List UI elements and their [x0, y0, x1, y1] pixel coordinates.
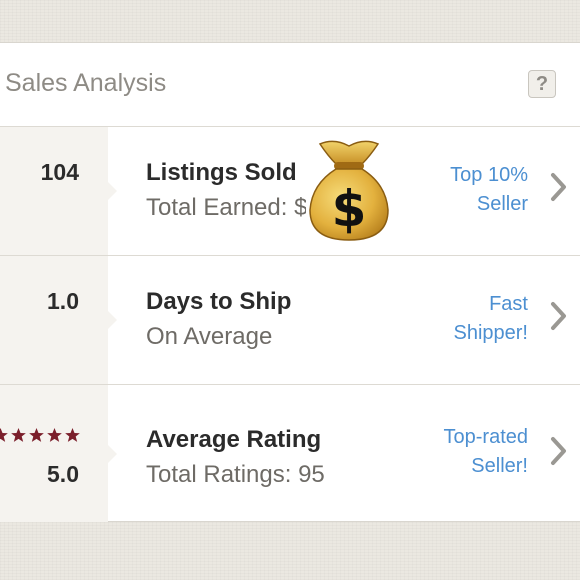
- stat-badge: Top 10% Seller: [450, 161, 528, 219]
- stat-row-listings-sold[interactable]: 104 Listings Sold Total Earned: $ Top 10…: [0, 127, 580, 256]
- stat-value-panel: [0, 385, 108, 522]
- star-icon: [47, 428, 62, 442]
- stat-value-panel: [0, 256, 108, 384]
- badge-line: Top 10%: [450, 164, 528, 186]
- panel-notch: [108, 311, 117, 329]
- badge-line: Shipper!: [453, 322, 529, 344]
- badge-line: Top-rated: [443, 426, 529, 448]
- stat-value-panel: [0, 127, 108, 255]
- panel-notch: [108, 444, 117, 463]
- stat-row-average-rating[interactable]: 5.0 Average Rating Total Ratings: 95 Top…: [0, 385, 580, 522]
- money-bag-icon: $: [309, 140, 389, 241]
- stat-label: Days to Ship: [146, 288, 292, 315]
- star-icon: [29, 428, 44, 442]
- sales-analysis-card: Sales Analysis ? 104 Listings Sold Total…: [0, 42, 580, 522]
- badge-line: Seller: [476, 193, 528, 215]
- stat-value: 104: [40, 159, 79, 185]
- panel-notch: [108, 182, 117, 200]
- chevron-right-icon: [551, 437, 566, 465]
- badge-line: Fast: [489, 293, 528, 315]
- star-icon: [0, 428, 8, 442]
- stat-sublabel: Total Earned: $: [146, 194, 306, 221]
- stat-sublabel: On Average: [146, 323, 273, 350]
- stat-value: 1.0: [47, 288, 79, 314]
- star-icon: [65, 428, 80, 442]
- stat-label: Listings Sold: [146, 159, 297, 186]
- stat-badge: Top-rated Seller!: [444, 423, 529, 481]
- chevron-right-icon: [551, 173, 566, 201]
- question-mark-icon: ?: [535, 73, 549, 95]
- stat-row-days-to-ship[interactable]: 1.0 Days to Ship On Average Fast Shipper…: [0, 256, 580, 385]
- chevron-right-icon: [551, 302, 566, 330]
- rating-stars: [0, 427, 82, 443]
- stat-sublabel: Total Ratings: 95: [146, 461, 325, 488]
- card-title: Sales Analysis: [5, 69, 167, 97]
- stat-badge: Fast Shipper!: [454, 290, 529, 348]
- card-header: Sales Analysis ?: [0, 43, 580, 127]
- svg-text:$: $: [332, 180, 367, 238]
- stat-value: 5.0: [47, 461, 79, 487]
- badge-line: Seller!: [471, 455, 528, 477]
- star-icon: [11, 428, 26, 442]
- stat-label: Average Rating: [146, 426, 322, 453]
- help-button[interactable]: ?: [528, 70, 556, 98]
